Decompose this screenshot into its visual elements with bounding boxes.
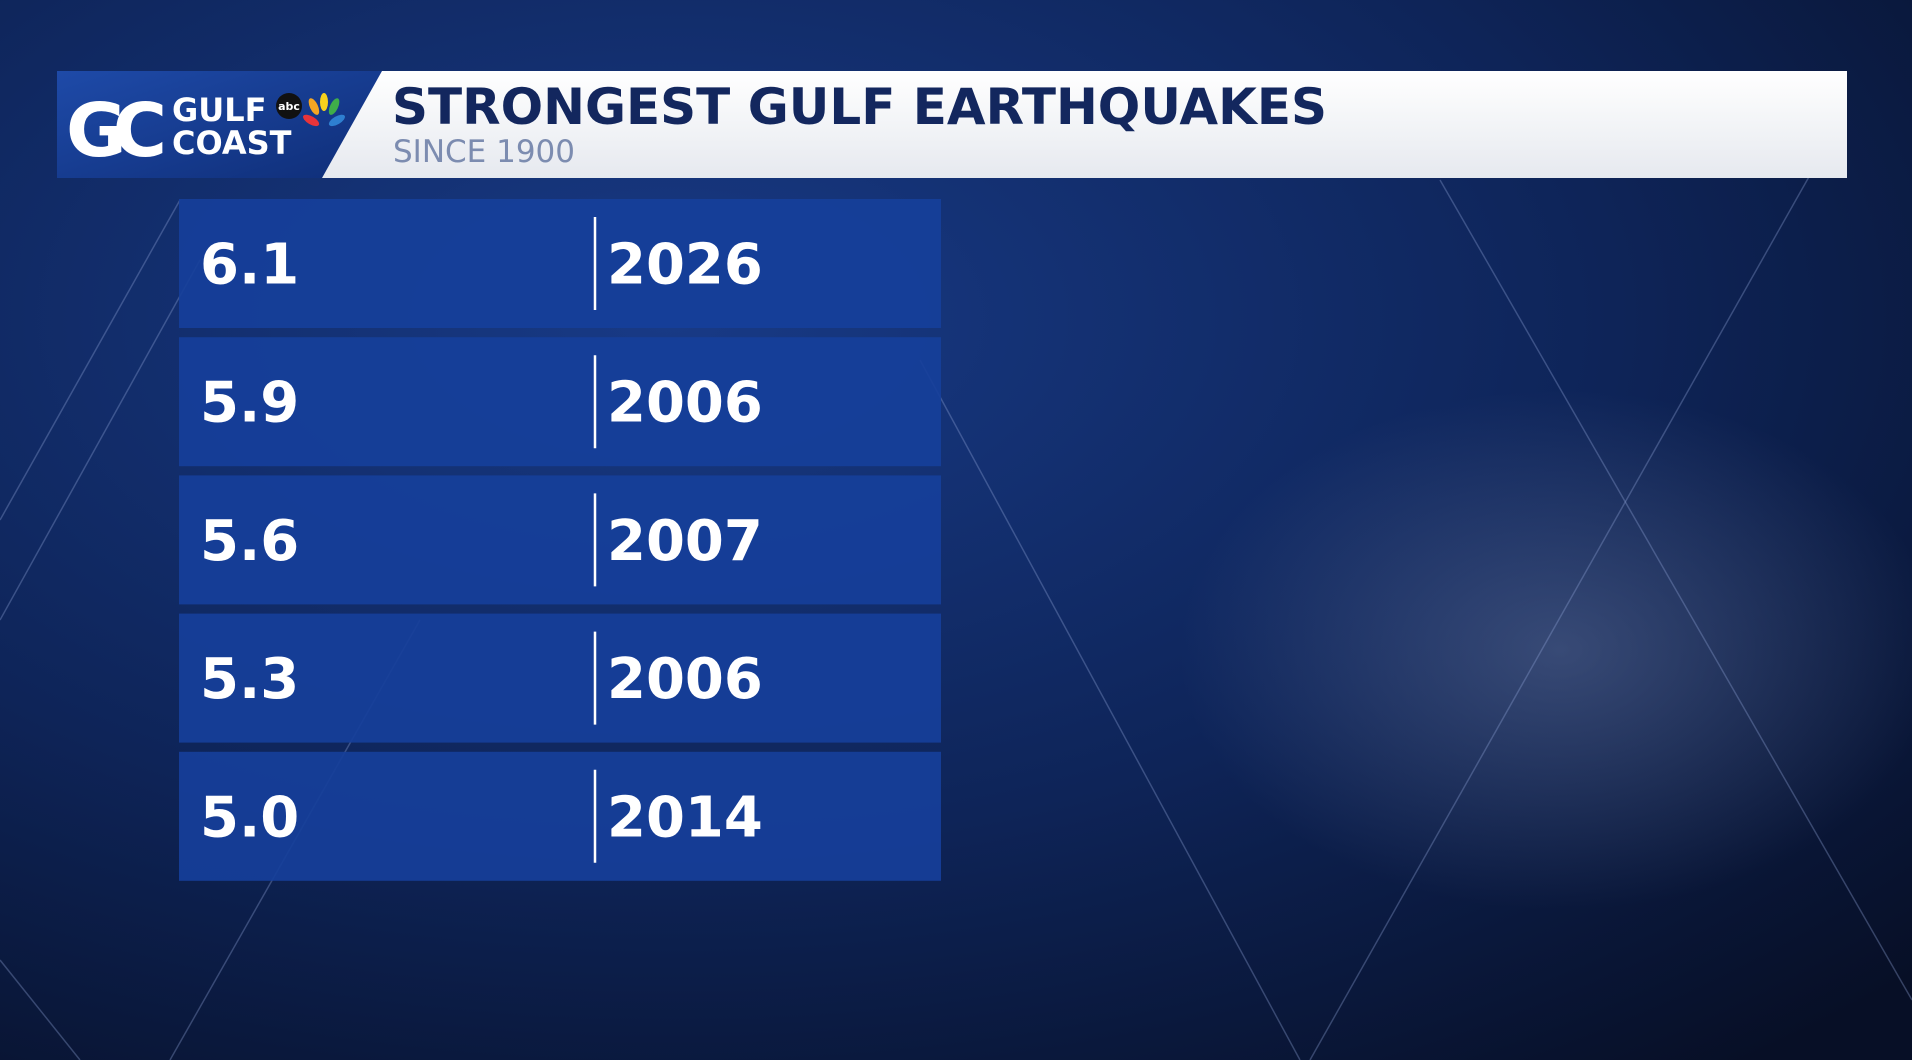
logo-panel [57,71,382,178]
year: 2014 [607,785,763,850]
peacock-icon [303,93,345,127]
magnitude: 6.1 [200,233,299,298]
table-row [179,613,941,743]
magnitude: 5.9 [200,371,299,436]
logo-monogram: GC [66,88,163,174]
network-label: abc [278,100,300,113]
table-row [179,199,941,328]
year: 2026 [607,233,763,298]
table-row [179,751,941,881]
logo-line1: GULF [172,91,267,129]
magnitude: 5.3 [200,647,299,712]
year: 2006 [607,371,763,436]
logo-line2: COAST [172,124,292,162]
year: 2007 [607,509,763,574]
network-badge [276,93,302,119]
year: 2006 [607,647,763,712]
table-row [179,337,941,467]
table: 6.1 2026 5.9 2006 5.6 2007 5.3 2006 5.0 2014 [179,199,941,881]
table-row [179,475,941,605]
magnitude: 5.6 [200,509,299,574]
title: STRONGEST GULF EARTHQUAKES [392,78,1327,136]
subtitle: SINCE 1900 [393,134,575,170]
cloud [1180,390,1912,910]
magnitude: 5.0 [200,785,299,850]
